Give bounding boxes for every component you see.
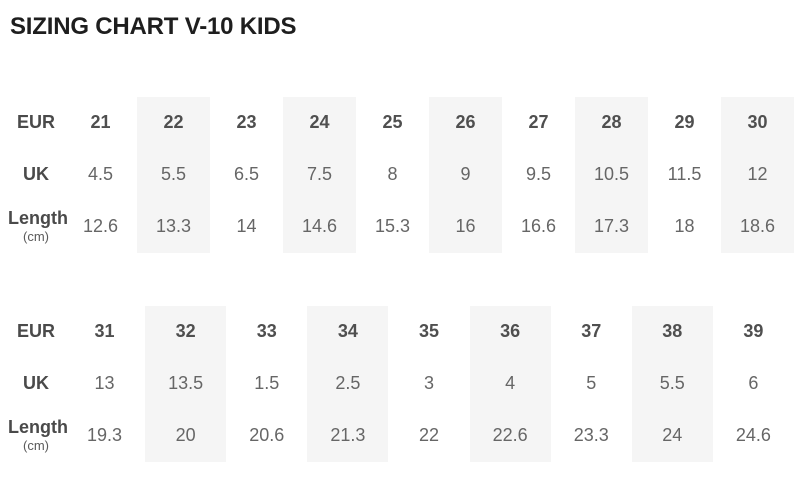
- table-cell: 4.5: [87, 164, 114, 185]
- table-cell: 9.5: [525, 164, 552, 185]
- table-cell: 35: [418, 321, 439, 342]
- table-row-uk: UK 13 13.5 1.5 2.5 3 4 5 5.5 6: [8, 357, 794, 410]
- table-row-eur: EUR 31 32 33 34 35 36 37 38 39: [8, 305, 794, 358]
- table-cell: 39: [743, 321, 764, 342]
- table-cell: 14.6: [283, 200, 356, 253]
- table-cell: 34: [307, 305, 389, 358]
- table-cell: 2.5: [307, 357, 389, 410]
- table-cell: 21: [90, 112, 111, 133]
- table-cell: 23.3: [573, 425, 609, 446]
- table-cell: 16: [429, 200, 502, 253]
- table-row-length: Length (cm) 12.6 13.3 14 14.6 15.3 16 16…: [8, 200, 794, 253]
- sizing-table-eur-21-30: EUR 21 22 23 24 25 26 27 28 29 30 UK 4.5…: [8, 96, 794, 253]
- table-cell: 36: [469, 305, 551, 358]
- table-cell: 16.6: [520, 216, 557, 237]
- table-cell: 21.3: [307, 409, 389, 462]
- table-cell: 1.5: [254, 373, 280, 394]
- table-cell: 20.6: [249, 425, 285, 446]
- table-cell: 4: [469, 357, 551, 410]
- table-cell: 22: [137, 96, 210, 149]
- table-cell: 13: [94, 373, 115, 394]
- table-cell: 12.6: [82, 216, 119, 237]
- table-cell: 22: [418, 425, 439, 446]
- table-cell: 29: [674, 112, 695, 133]
- table-cell: 5.5: [137, 148, 210, 201]
- table-cell: 5: [586, 373, 597, 394]
- table-cell: 18: [674, 216, 695, 237]
- table-cell: 27: [528, 112, 549, 133]
- row-header-length-label: Length: [8, 208, 68, 229]
- table-cell: 28: [575, 96, 648, 149]
- row-header-length: Length (cm): [8, 201, 68, 253]
- table-cell: 11.5: [667, 164, 702, 185]
- page-title: SIZING CHART V-10 KIDS: [10, 13, 297, 40]
- table-cell: 33: [256, 321, 277, 342]
- table-cell: 24.6: [735, 425, 771, 446]
- row-header-length-label: Length: [8, 417, 68, 438]
- row-header-eur: EUR: [16, 320, 55, 341]
- table-cell: 22.6: [469, 409, 551, 462]
- table-cell: 20: [145, 409, 227, 462]
- table-cell: 38: [631, 305, 713, 358]
- table-cell: 15.3: [374, 216, 411, 237]
- table-cell: 19.3: [87, 425, 123, 446]
- table-cell: 10.5: [575, 148, 648, 201]
- table-cell: 3: [423, 373, 434, 394]
- table-cell: 30: [721, 96, 794, 149]
- table-cell: 26: [429, 96, 502, 149]
- table-cell: 13.3: [137, 200, 210, 253]
- table-cell: 24: [283, 96, 356, 149]
- table-cell: 18.6: [721, 200, 794, 253]
- row-header-eur: EUR: [16, 111, 55, 132]
- row-header-uk: UK: [23, 163, 49, 184]
- table-cell: 14: [236, 216, 257, 237]
- table-cell: 6.5: [233, 164, 260, 185]
- table-cell: 9: [429, 148, 502, 201]
- table-row-length: Length (cm) 19.3 20 20.6 21.3 22 22.6 23…: [8, 409, 794, 462]
- table-cell: 32: [145, 305, 227, 358]
- row-header-length-unit: (cm): [23, 438, 49, 454]
- table-row-uk: UK 4.5 5.5 6.5 7.5 8 9 9.5 10.5 11.5 12: [8, 148, 794, 201]
- table-cell: 7.5: [283, 148, 356, 201]
- table-cell: 31: [94, 321, 115, 342]
- table-cell: 25: [382, 112, 403, 133]
- table-cell: 6: [748, 373, 759, 394]
- table-cell: 5.5: [631, 357, 713, 410]
- sizing-table-eur-31-39: EUR 31 32 33 34 35 36 37 38 39 UK 13 13.…: [8, 305, 794, 462]
- sizing-tables: EUR 21 22 23 24 25 26 27 28 29 30 UK 4.5…: [8, 96, 794, 462]
- table-cell: 37: [581, 321, 602, 342]
- row-header-length: Length (cm): [8, 410, 68, 462]
- table-cell: 8: [387, 164, 398, 185]
- table-cell: 17.3: [575, 200, 648, 253]
- table-cell: 13.5: [145, 357, 227, 410]
- table-cell: 23: [236, 112, 257, 133]
- table-cell: 12: [721, 148, 794, 201]
- table-row-eur: EUR 21 22 23 24 25 26 27 28 29 30: [8, 96, 794, 149]
- row-header-uk: UK: [23, 372, 49, 393]
- table-cell: 24: [631, 409, 713, 462]
- row-header-length-unit: (cm): [23, 229, 49, 245]
